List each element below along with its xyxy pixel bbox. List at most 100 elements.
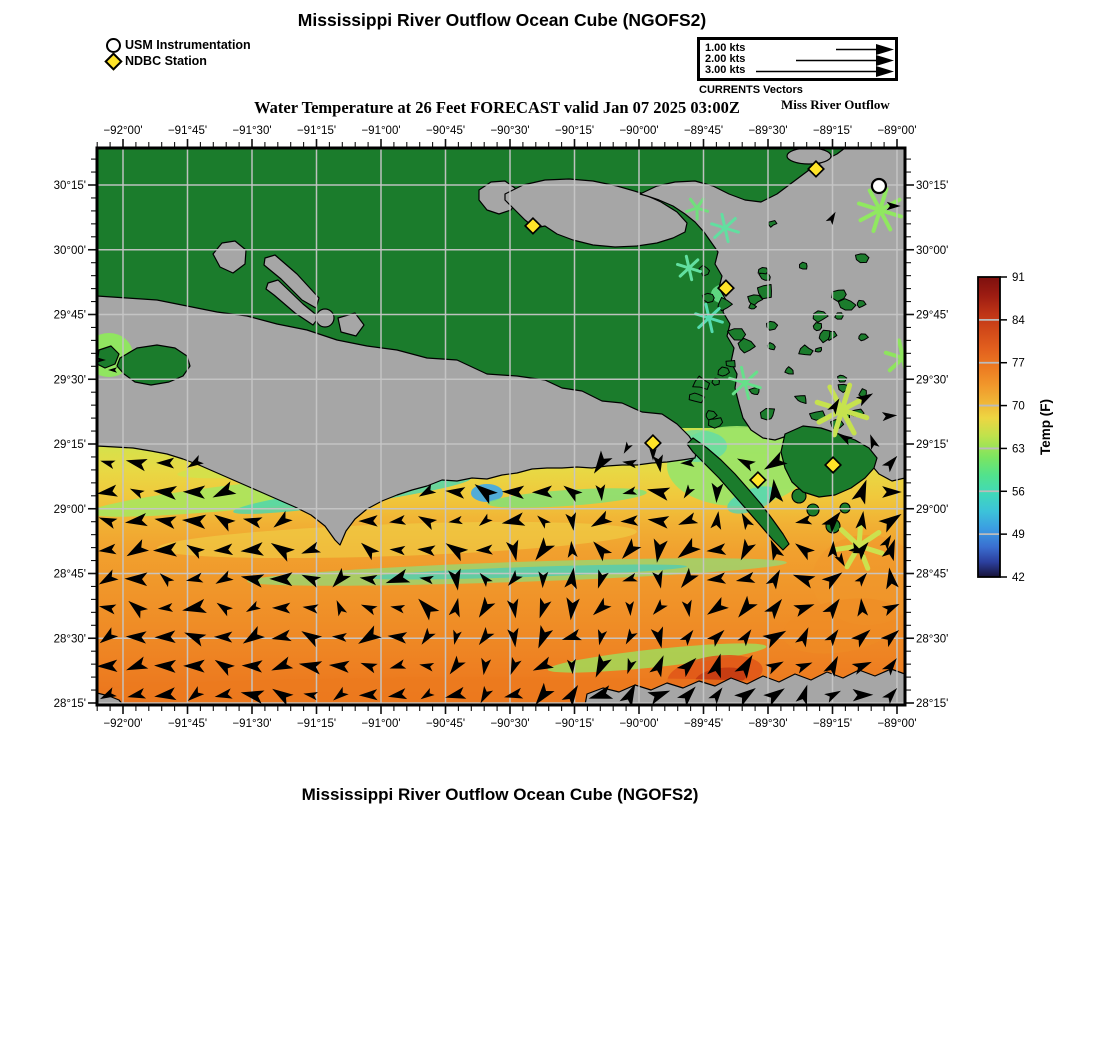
current-arrow [183, 659, 205, 673]
current-arrow [154, 687, 177, 701]
current-arrow [445, 487, 466, 499]
starburst-ray [831, 407, 845, 438]
current-arrow [881, 658, 897, 676]
starburst-ray [743, 381, 751, 401]
current-arrow [269, 572, 293, 587]
current-arrow [882, 486, 902, 498]
current-arrow [301, 574, 322, 588]
current-arrow [851, 661, 872, 675]
current-arrow [851, 479, 867, 505]
current-arrow [793, 604, 815, 617]
current-arrow [708, 687, 723, 705]
starburst-ray [867, 188, 882, 212]
legend-label-ndbc: NDBC Station [125, 54, 207, 68]
current-arrow [125, 459, 148, 472]
starburst-ray [713, 226, 727, 240]
starburst-ray [871, 208, 882, 234]
current-arrow [100, 460, 116, 470]
current-arrow [417, 545, 436, 557]
current-arrow [795, 543, 815, 561]
marsh-island [705, 410, 718, 421]
marsh-island-large [116, 344, 191, 386]
current-arrow [128, 600, 148, 619]
current-arrow [448, 597, 460, 618]
current-arrow [622, 572, 638, 582]
y-axis-label-left: 28°15' [54, 698, 86, 710]
x-axis-label-bottom: −91°45' [168, 718, 207, 730]
current-arrow [764, 598, 783, 620]
current-arrow [240, 574, 265, 588]
current-arrow [98, 569, 119, 585]
marsh-island [854, 253, 870, 264]
starburst-ray [723, 216, 737, 230]
y-axis-label-right: 29°30' [916, 374, 948, 386]
x-axis-label-top: −91°15' [297, 125, 336, 137]
legend-row-usm: USM Instrumentation [106, 37, 251, 53]
current-arrow [507, 570, 523, 586]
current-arrow [186, 544, 205, 560]
current-arrow [358, 625, 382, 644]
x-axis-label-bottom: −89°30' [748, 718, 787, 730]
current-arrow [855, 511, 867, 530]
current-arrow [622, 459, 638, 469]
vector-scale-1kt-label: 1.00 kts [705, 42, 746, 54]
current-arrow [563, 485, 583, 502]
current-arrow [214, 688, 233, 699]
x-axis-label-top: −90°45' [426, 125, 465, 137]
current-arrow [504, 687, 524, 699]
ndbc-station-marker [748, 471, 767, 489]
current-arrow [301, 541, 321, 554]
current-arrow [567, 540, 578, 558]
marsh-island [798, 344, 814, 356]
current-arrow [216, 602, 233, 617]
current-arrow [501, 485, 525, 499]
current-arrow [242, 625, 265, 644]
current-arrow [124, 513, 148, 527]
current-arrow [821, 572, 843, 590]
current-arrow [880, 630, 900, 648]
current-arrow [854, 572, 868, 587]
current-arrow [734, 654, 753, 679]
current-starburst [685, 197, 710, 221]
current-arrow [683, 484, 696, 499]
current-arrow [531, 485, 553, 498]
current-arrow [881, 412, 898, 422]
marsh-islet [97, 345, 120, 369]
current-arrow [298, 661, 323, 675]
current-arrow [680, 458, 695, 468]
current-arrow [653, 538, 668, 563]
current-arrow [97, 357, 106, 363]
map-figure: −92°00' −92°00' −91°45' −91°45' −91°30' −91°3… [54, 125, 1053, 730]
current-arrow [763, 451, 788, 470]
starburst-ray [687, 266, 702, 274]
x-axis-label-top: −90°30' [490, 125, 529, 137]
current-arrow [678, 512, 699, 525]
scale-arrow-head [876, 66, 894, 77]
current-arrow [622, 486, 638, 495]
current-arrow [795, 662, 813, 674]
current-arrow [681, 599, 692, 618]
delta-islet [806, 503, 820, 517]
marsh-island [725, 359, 736, 368]
current-arrow [421, 627, 436, 645]
current-arrow [738, 595, 758, 618]
y-axis-label-left: 29°15' [54, 439, 86, 451]
current-arrow [390, 604, 406, 614]
current-arrow [157, 602, 174, 612]
current-arrow [448, 568, 461, 591]
current-arrow [792, 574, 816, 589]
current-arrow [358, 689, 378, 701]
current-arrow [677, 686, 696, 705]
current-arrow [385, 568, 411, 584]
ndbc-station-marker [523, 216, 542, 235]
starburst-ray [707, 306, 721, 320]
map-content [97, 148, 905, 705]
marsh-island [794, 395, 807, 404]
starburst-ray [816, 407, 845, 425]
current-arrow [271, 629, 292, 642]
marsh-island [757, 267, 769, 275]
marsh-island [737, 337, 756, 354]
current-arrow [762, 630, 787, 649]
current-arrow [564, 567, 577, 590]
